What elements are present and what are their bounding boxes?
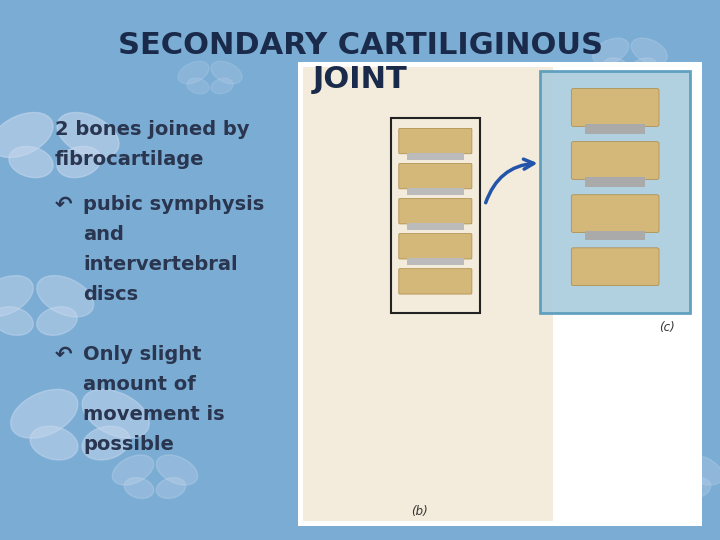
FancyBboxPatch shape <box>571 195 659 233</box>
Text: ↶: ↶ <box>55 195 73 215</box>
Text: (c): (c) <box>660 321 675 334</box>
Text: possible: possible <box>83 435 174 454</box>
FancyBboxPatch shape <box>407 258 464 265</box>
Ellipse shape <box>631 58 657 76</box>
Ellipse shape <box>211 61 242 84</box>
Text: pubic symphysis: pubic symphysis <box>83 195 264 214</box>
FancyBboxPatch shape <box>399 164 472 189</box>
FancyBboxPatch shape <box>585 124 645 134</box>
Ellipse shape <box>156 477 186 498</box>
Ellipse shape <box>0 112 53 158</box>
Text: SECONDARY CARTILIGINOUS: SECONDARY CARTILIGINOUS <box>117 30 603 59</box>
FancyBboxPatch shape <box>407 223 464 230</box>
Ellipse shape <box>37 307 77 335</box>
Ellipse shape <box>9 146 53 178</box>
FancyBboxPatch shape <box>541 71 690 313</box>
Text: intervertebral: intervertebral <box>83 255 238 274</box>
Text: fibrocartilage: fibrocartilage <box>55 150 204 169</box>
FancyBboxPatch shape <box>399 234 472 259</box>
FancyBboxPatch shape <box>298 62 702 526</box>
Text: and: and <box>83 225 124 244</box>
Text: 2 bones joined by: 2 bones joined by <box>55 120 250 139</box>
Text: ↶: ↶ <box>55 345 73 365</box>
Ellipse shape <box>187 78 209 94</box>
Text: discs: discs <box>83 285 138 304</box>
Ellipse shape <box>156 455 198 485</box>
Ellipse shape <box>57 146 101 178</box>
Text: amount of: amount of <box>83 375 196 394</box>
Text: movement is: movement is <box>83 405 225 424</box>
Ellipse shape <box>0 275 33 317</box>
Ellipse shape <box>11 389 78 438</box>
Text: JOINT: JOINT <box>312 65 408 94</box>
FancyBboxPatch shape <box>407 188 464 194</box>
Ellipse shape <box>603 58 629 76</box>
Ellipse shape <box>593 38 629 64</box>
Ellipse shape <box>30 426 78 460</box>
Ellipse shape <box>37 275 94 317</box>
Ellipse shape <box>112 455 153 485</box>
Ellipse shape <box>631 38 667 64</box>
FancyBboxPatch shape <box>399 199 472 224</box>
Ellipse shape <box>178 61 209 84</box>
FancyBboxPatch shape <box>571 248 659 286</box>
Ellipse shape <box>82 389 149 438</box>
FancyBboxPatch shape <box>571 89 659 126</box>
Ellipse shape <box>211 78 233 94</box>
Ellipse shape <box>125 477 153 498</box>
FancyBboxPatch shape <box>585 231 645 240</box>
Ellipse shape <box>0 307 33 335</box>
Ellipse shape <box>681 455 720 485</box>
FancyBboxPatch shape <box>585 178 645 187</box>
FancyBboxPatch shape <box>399 269 472 294</box>
Text: (b): (b) <box>411 505 428 518</box>
FancyBboxPatch shape <box>399 129 472 154</box>
Ellipse shape <box>637 455 679 485</box>
Ellipse shape <box>57 112 119 158</box>
Ellipse shape <box>649 477 679 498</box>
FancyBboxPatch shape <box>571 141 659 179</box>
FancyBboxPatch shape <box>303 67 554 521</box>
Text: Only slight: Only slight <box>83 345 202 364</box>
FancyBboxPatch shape <box>407 153 464 160</box>
Ellipse shape <box>82 426 130 460</box>
Ellipse shape <box>681 477 711 498</box>
